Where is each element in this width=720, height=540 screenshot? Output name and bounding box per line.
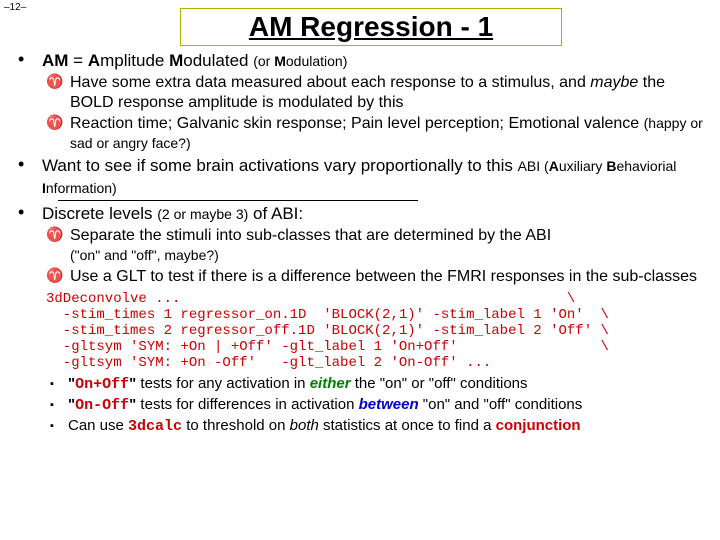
t: A xyxy=(549,158,559,174)
t: the "on" or "off" conditions xyxy=(351,375,528,392)
t: ABI ( xyxy=(518,158,549,174)
t: ("on" and "off", maybe?) xyxy=(70,247,219,263)
t: "on" and "off" conditions xyxy=(419,396,583,413)
t: Can use xyxy=(68,417,128,434)
t: Reaction time; Galvanic skin response; P… xyxy=(70,115,644,132)
bullet-discrete: • Discrete levels (2 or maybe 3) of ABI: xyxy=(18,203,712,224)
t: On+Off xyxy=(75,376,129,393)
t: Want to see if some brain activations va… xyxy=(42,156,518,175)
t: both xyxy=(290,417,319,434)
t: mplitude xyxy=(100,51,169,70)
t: tests for differences in activation xyxy=(136,396,358,413)
bullet-dot: • xyxy=(18,50,42,71)
t: (2 or maybe 3) xyxy=(157,206,248,222)
content: • AM = Amplitude Modulated (or Modulatio… xyxy=(18,50,712,438)
t: M xyxy=(274,53,286,69)
t: between xyxy=(359,396,419,413)
t: Discrete levels xyxy=(42,204,157,223)
t: uxiliary xyxy=(559,158,606,174)
square-icon: ▪ xyxy=(50,375,68,395)
t: odulation) xyxy=(286,53,348,69)
sub-reaction: ♈ Reaction time; Galvanic skin response;… xyxy=(46,114,712,154)
sub-onoff-minus: ▪ "On-Off" tests for differences in acti… xyxy=(50,396,712,416)
t: On-Off xyxy=(75,397,129,414)
sub-glt: ♈ Use a GLT to test if there is a differ… xyxy=(46,267,712,287)
t: M xyxy=(169,51,183,70)
t: (or xyxy=(253,53,274,69)
sub-onoff-plus: ▪ "On+Off" tests for any activation in e… xyxy=(50,375,712,395)
sub-separate: ♈ Separate the stimuli into sub-classes … xyxy=(46,226,712,266)
t: Have some extra data measured about each… xyxy=(70,74,590,91)
underline xyxy=(58,200,418,201)
bullet-dot: • xyxy=(18,203,42,224)
aries-icon: ♈ xyxy=(46,114,70,154)
square-icon: ▪ xyxy=(50,396,68,416)
t: conjunction xyxy=(496,417,581,434)
t: A xyxy=(88,51,100,70)
title-box: AM Regression - 1 xyxy=(180,8,562,46)
aries-icon: ♈ xyxy=(46,73,70,113)
t: maybe xyxy=(590,74,638,91)
t: of ABI: xyxy=(248,204,303,223)
aries-icon: ♈ xyxy=(46,226,70,266)
bullet-want: • Want to see if some brain activations … xyxy=(18,155,712,198)
bullet-dot: • xyxy=(18,155,42,198)
page-number: –12– xyxy=(4,2,26,13)
t: ehaviorial xyxy=(616,158,676,174)
t: = xyxy=(68,51,87,70)
sub-have-data: ♈ Have some extra data measured about ea… xyxy=(46,73,712,113)
square-icon: ▪ xyxy=(50,417,68,437)
sub-3dcalc: ▪ Can use 3dcalc to threshold on both st… xyxy=(50,417,712,437)
title-text: AM Regression - 1 xyxy=(249,11,493,42)
code-block: 3dDeconvolve ... \ -stim_times 1 regress… xyxy=(46,291,712,371)
t: B xyxy=(606,158,616,174)
t: either xyxy=(310,375,351,392)
t: odulated xyxy=(183,51,253,70)
t: AM xyxy=(42,51,68,70)
t: 3dcalc xyxy=(128,418,182,435)
aries-icon: ♈ xyxy=(46,267,70,287)
t: to threshold on xyxy=(182,417,290,434)
t: nformation) xyxy=(46,180,117,196)
bullet-am-def: • AM = Amplitude Modulated (or Modulatio… xyxy=(18,50,712,71)
t: tests for any activation in xyxy=(136,375,309,392)
t: Separate the stimuli into sub-classes th… xyxy=(70,227,551,244)
t: statistics at once to find a xyxy=(319,417,496,434)
